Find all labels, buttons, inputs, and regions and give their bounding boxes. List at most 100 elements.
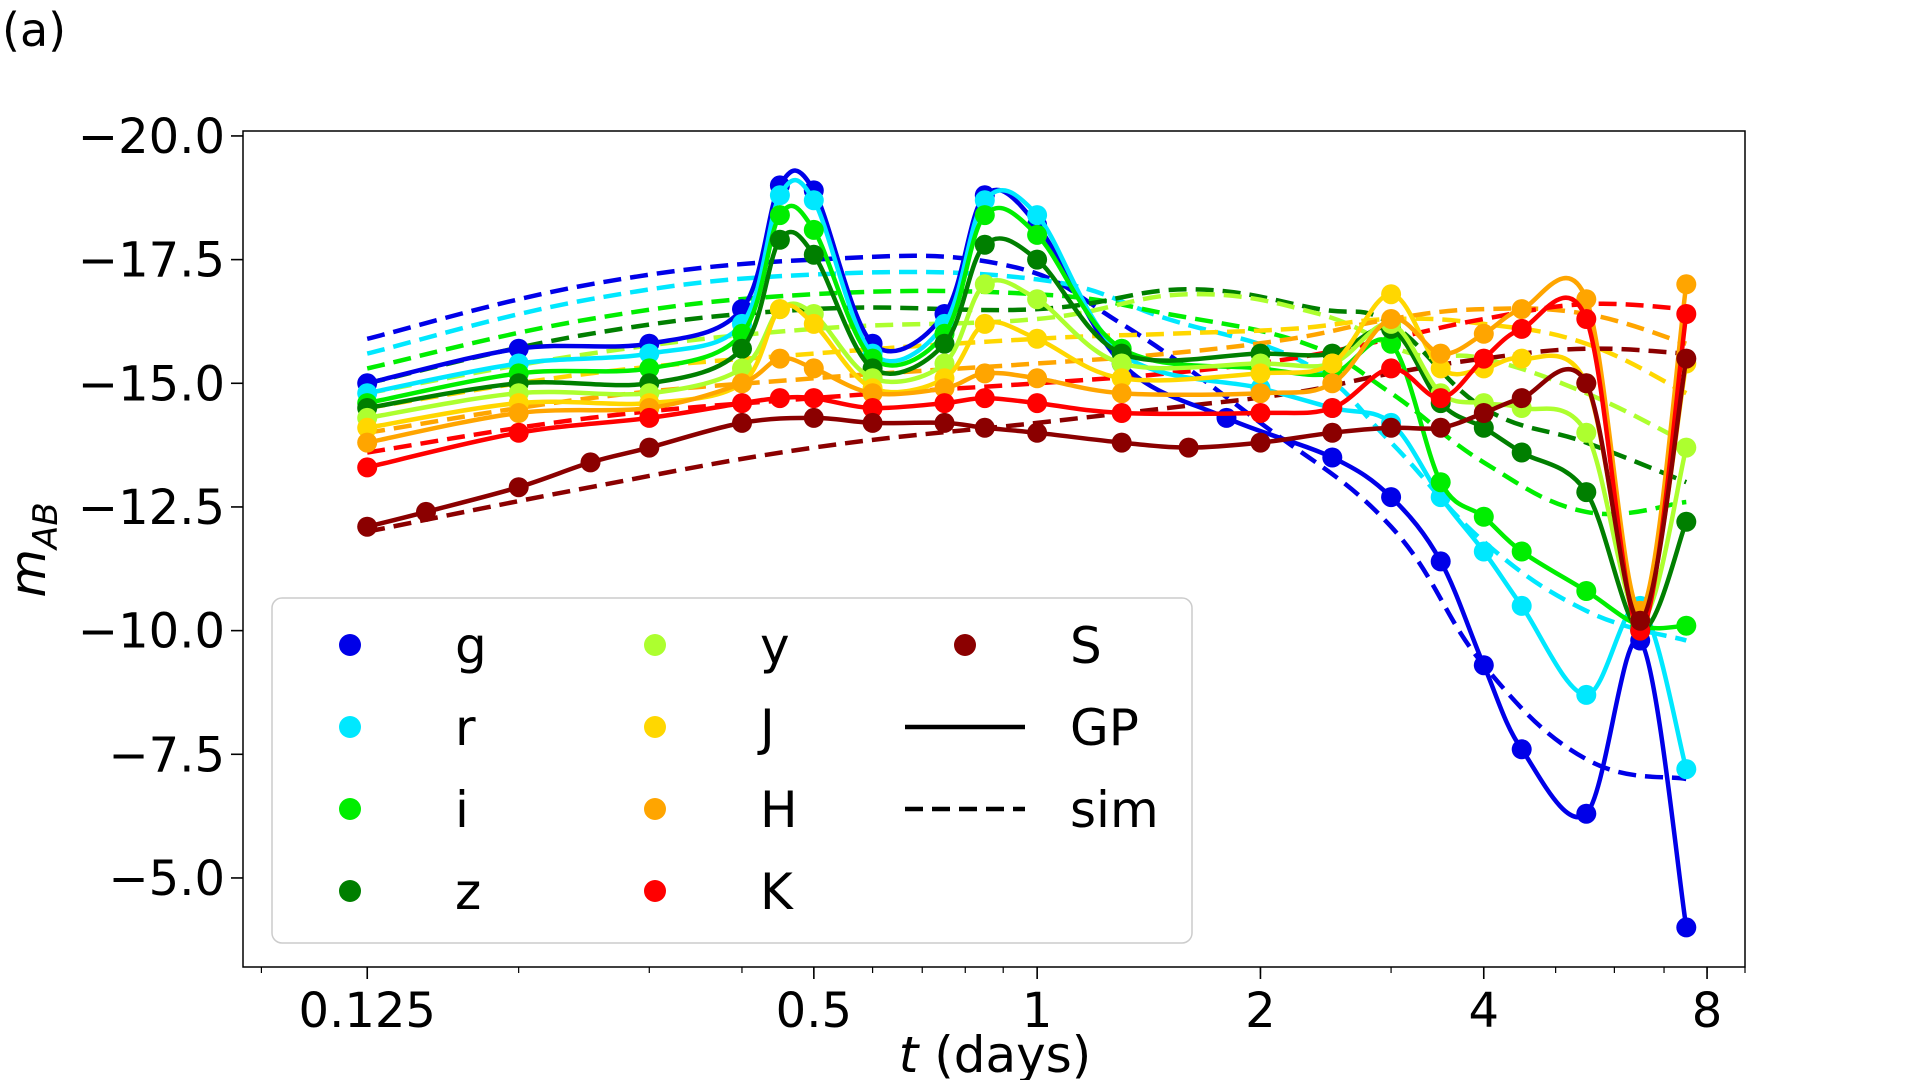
data-point-S-8 bbox=[934, 412, 955, 433]
data-point-z-16 bbox=[1511, 442, 1532, 463]
data-point-H-17 bbox=[1576, 289, 1597, 310]
legend-label-K: K bbox=[760, 863, 794, 921]
legend-marker-H bbox=[644, 798, 666, 820]
data-point-S-5 bbox=[732, 412, 752, 433]
data-point-S-19 bbox=[1576, 373, 1597, 394]
data-point-S-1 bbox=[416, 501, 436, 522]
legend-label-z: z bbox=[455, 863, 481, 921]
data-point-K-5 bbox=[803, 388, 824, 409]
y-tick-label-0: −20.0 bbox=[78, 109, 225, 165]
data-point-S-13 bbox=[1250, 432, 1271, 453]
data-point-g-1 bbox=[508, 338, 529, 359]
data-point-H-3 bbox=[732, 373, 752, 394]
data-point-i-13 bbox=[1381, 333, 1402, 354]
data-point-J-5 bbox=[803, 313, 824, 334]
y-tick-label-6: −5.0 bbox=[108, 851, 225, 907]
x-axis: 0.125 0.5 1 2 4 8 bbox=[260, 967, 1746, 1039]
data-point-S-2 bbox=[508, 477, 529, 498]
data-point-i-8 bbox=[974, 205, 995, 226]
data-point-K-9 bbox=[1027, 393, 1048, 414]
data-point-r-15 bbox=[1473, 541, 1494, 562]
data-point-i-19 bbox=[1676, 615, 1697, 636]
data-point-i-4 bbox=[769, 205, 790, 226]
data-point-r-8 bbox=[974, 190, 995, 211]
legend-label-H: H bbox=[760, 781, 798, 839]
x-axis-variable: t bbox=[899, 1026, 921, 1080]
data-point-g-14 bbox=[1430, 551, 1451, 572]
data-point-H-9 bbox=[1027, 368, 1048, 389]
data-point-S-3 bbox=[580, 452, 601, 473]
data-point-J-0 bbox=[357, 417, 378, 438]
series-layer bbox=[357, 168, 1697, 938]
data-point-H-12 bbox=[1322, 373, 1343, 394]
data-point-S-11 bbox=[1111, 432, 1132, 453]
data-point-z-5 bbox=[803, 244, 824, 265]
data-point-S-9 bbox=[974, 417, 995, 438]
y-axis-variable: m bbox=[0, 549, 57, 598]
data-point-K-7 bbox=[934, 393, 955, 414]
data-point-z-3 bbox=[732, 338, 752, 359]
x-tick-label-4: 4 bbox=[1468, 983, 1499, 1039]
data-point-y-19 bbox=[1676, 437, 1697, 458]
data-point-S-18 bbox=[1511, 388, 1532, 409]
y-tick-label-3: −12.5 bbox=[78, 480, 225, 536]
legend-label-g: g bbox=[455, 617, 487, 675]
legend-marker-J bbox=[644, 716, 666, 738]
data-point-r-4 bbox=[769, 185, 790, 206]
x-tick-label-2: 2 bbox=[1245, 983, 1276, 1039]
data-point-g-19 bbox=[1676, 917, 1697, 938]
data-point-S-16 bbox=[1430, 417, 1451, 438]
data-point-i-17 bbox=[1576, 581, 1597, 601]
sim-line-z bbox=[366, 287, 1688, 485]
y-tick-label-2: −15.0 bbox=[78, 356, 225, 412]
data-point-g-17 bbox=[1576, 803, 1597, 824]
data-point-i-16 bbox=[1511, 541, 1532, 562]
data-point-J-11 bbox=[1250, 363, 1271, 384]
data-point-J-13 bbox=[1381, 284, 1402, 305]
data-point-y-9 bbox=[1027, 289, 1048, 310]
legend-label-GP: GP bbox=[1070, 699, 1139, 757]
data-point-J-4 bbox=[769, 299, 790, 320]
data-point-H-4 bbox=[769, 348, 790, 369]
sim-line-r bbox=[366, 269, 1687, 643]
legend-marker-S bbox=[954, 634, 976, 656]
plot-frame bbox=[242, 130, 1746, 968]
data-point-r-2 bbox=[639, 343, 660, 364]
data-point-H-15 bbox=[1473, 323, 1494, 344]
data-point-J-10 bbox=[1111, 368, 1132, 389]
data-point-K-15 bbox=[1473, 348, 1494, 369]
data-point-g-13 bbox=[1381, 487, 1402, 508]
data-point-r-19 bbox=[1676, 759, 1697, 780]
legend-label-y: y bbox=[760, 617, 790, 675]
sim-line-S bbox=[366, 346, 1687, 534]
panel-label: (a) bbox=[2, 3, 66, 57]
legend-label-S: S bbox=[1070, 617, 1102, 675]
data-point-J-12 bbox=[1322, 353, 1343, 374]
data-point-K-2 bbox=[639, 407, 660, 428]
data-point-S-14 bbox=[1322, 422, 1343, 443]
y-tick-label-4: −10.0 bbox=[78, 604, 225, 660]
data-point-J-14 bbox=[1430, 358, 1451, 379]
legend-marker-r bbox=[339, 716, 361, 738]
data-point-H-6 bbox=[862, 383, 883, 404]
y-axis-label: mAB bbox=[0, 502, 66, 597]
legend-marker-z bbox=[339, 880, 361, 902]
legend-marker-g bbox=[339, 634, 361, 656]
data-point-z-7 bbox=[934, 333, 955, 354]
data-point-i-14 bbox=[1430, 472, 1451, 493]
data-point-H-19 bbox=[1676, 274, 1697, 295]
data-point-S-20 bbox=[1630, 610, 1651, 631]
data-point-g-11 bbox=[1216, 407, 1237, 428]
data-point-H-5 bbox=[803, 358, 824, 379]
data-point-K-16 bbox=[1511, 318, 1532, 339]
sim-line-K bbox=[366, 301, 1687, 455]
x-axis-unit: (days) bbox=[918, 1026, 1091, 1080]
data-point-z-8 bbox=[974, 234, 995, 255]
legend-label-i: i bbox=[455, 781, 469, 839]
data-point-H-16 bbox=[1511, 299, 1532, 320]
data-point-H-1 bbox=[508, 403, 529, 423]
data-point-g-15 bbox=[1473, 655, 1494, 676]
data-point-r-9 bbox=[1027, 205, 1048, 226]
legend-marker-K bbox=[644, 880, 666, 902]
